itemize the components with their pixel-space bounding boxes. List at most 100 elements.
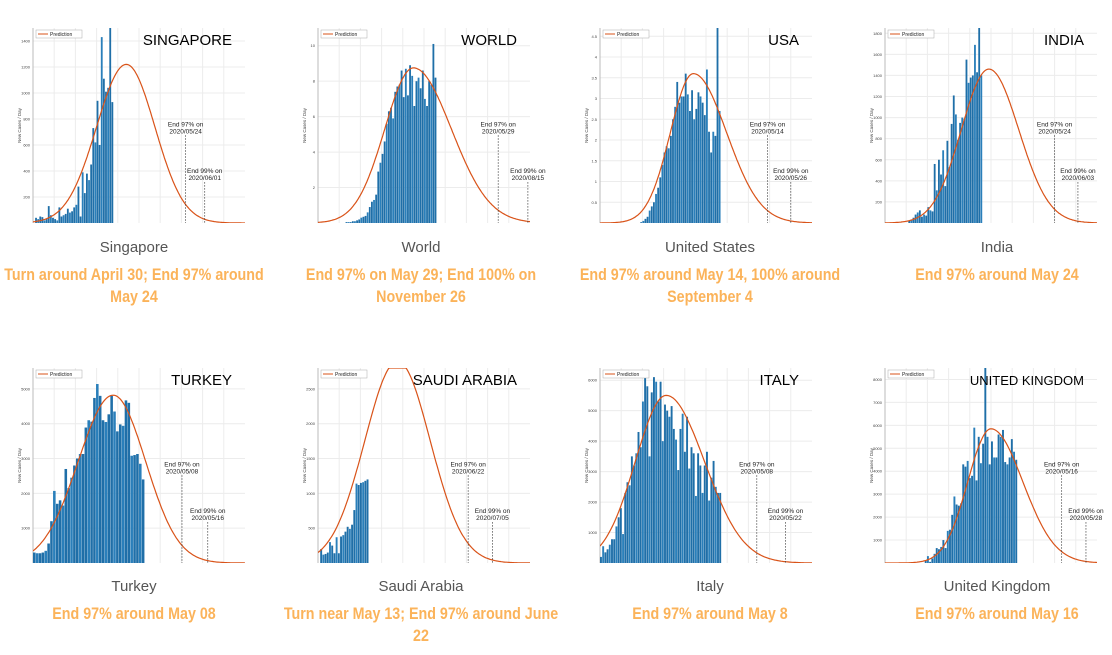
- y-tick-label: 1000: [588, 530, 598, 535]
- forecast-summary: End 97% around May 08: [52, 604, 216, 623]
- chart-united-kingdom: 1000 2000 3000 4000 5000 6000 7000 8000 New Case…: [869, 368, 1104, 563]
- bar: [606, 549, 609, 563]
- y-tick-label: 800: [875, 136, 882, 141]
- bar: [324, 553, 327, 563]
- bar: [366, 479, 369, 563]
- bar: [1013, 451, 1015, 563]
- bar: [1004, 462, 1007, 563]
- bar: [986, 436, 989, 563]
- bar: [967, 82, 970, 223]
- bar: [717, 492, 719, 563]
- bar: [47, 206, 50, 223]
- bar: [93, 397, 96, 563]
- bar: [965, 59, 968, 224]
- bar: [677, 470, 680, 563]
- bar: [650, 206, 653, 223]
- bar: [657, 187, 660, 223]
- bar: [672, 428, 675, 563]
- bar: [639, 447, 642, 563]
- chart-italy: 1000 2000 3000 4000 5000 6000 New Cases / Day E…: [584, 368, 812, 563]
- bar: [39, 216, 42, 223]
- legend-label: Prediction: [617, 32, 639, 38]
- bar: [64, 213, 67, 223]
- chart-caption: United States End 97% around May 14, 100%…: [560, 238, 860, 308]
- prediction-curve: [318, 67, 530, 223]
- y-tick-label: 2: [595, 138, 598, 143]
- y-tick-label: 4000: [588, 439, 598, 444]
- bar: [1006, 464, 1009, 563]
- bar: [90, 421, 93, 563]
- bar: [349, 222, 352, 223]
- chart-svg: 1000 2000 3000 4000 5000 6000 New Cases / Day E…: [584, 368, 812, 563]
- bar: [697, 92, 700, 224]
- bar: [64, 468, 68, 563]
- forecast-summary: End 97% around May 16: [915, 604, 1079, 623]
- bar: [642, 220, 645, 223]
- bar: [940, 174, 942, 223]
- bar: [935, 190, 938, 223]
- chart-caption: World End 97% on May 29; End 100% on Nove…: [271, 238, 571, 308]
- y-tick-label: 4000: [873, 469, 883, 474]
- bar: [655, 193, 657, 223]
- bar: [381, 153, 384, 223]
- bar: [683, 451, 686, 563]
- y-tick-label: 2000: [306, 421, 316, 426]
- bar: [921, 216, 923, 223]
- chart-svg: 1000 2000 3000 4000 5000 6000 7000 8000 New Case…: [869, 368, 1104, 563]
- y-tick-label: 2500: [306, 386, 316, 391]
- prediction-curve: [33, 394, 245, 563]
- bar: [962, 464, 965, 563]
- bar: [971, 475, 974, 563]
- bar: [356, 220, 358, 223]
- y-tick-label: 5000: [588, 408, 598, 413]
- bar: [691, 90, 693, 223]
- end-marker-date: 2020/07/05: [476, 515, 509, 522]
- bar: [402, 97, 405, 223]
- forecast-summary: End 97% around May 8: [632, 604, 788, 623]
- bar: [407, 95, 409, 223]
- y-tick-label: 1400: [21, 39, 31, 44]
- bar: [682, 96, 685, 223]
- bar: [139, 463, 142, 563]
- bar: [111, 102, 114, 223]
- bar: [973, 427, 976, 563]
- y-axis-label: New Cases / Day: [17, 447, 22, 483]
- y-tick-label: 400: [23, 169, 30, 174]
- bar: [712, 460, 715, 563]
- bar: [348, 528, 351, 563]
- bar: [354, 221, 356, 223]
- y-tick-label: 1600: [873, 52, 883, 57]
- y-tick-label: 2000: [21, 491, 31, 496]
- bar: [657, 401, 660, 563]
- bar: [43, 220, 46, 223]
- bar: [982, 443, 985, 563]
- bar: [710, 152, 713, 223]
- country-name: Turkey: [111, 578, 157, 595]
- bar: [689, 110, 691, 223]
- y-axis-label: New Cases / Day: [302, 107, 307, 143]
- y-tick-label: 1: [595, 179, 598, 184]
- bar: [975, 480, 978, 563]
- end-marker-date: 2020/05/08: [741, 468, 774, 475]
- prediction-curve: [600, 72, 812, 223]
- bar: [611, 539, 613, 563]
- legend-box: [602, 369, 650, 379]
- bar: [102, 78, 105, 223]
- bar: [404, 68, 407, 223]
- bar: [340, 536, 342, 563]
- bar: [676, 81, 679, 223]
- bar: [668, 416, 671, 563]
- bar: [83, 193, 86, 223]
- bar: [66, 208, 69, 223]
- bar: [133, 455, 136, 563]
- bar: [320, 549, 323, 563]
- bar: [641, 401, 644, 563]
- y-tick-label: 3: [595, 96, 598, 101]
- y-tick-label: 2000: [873, 515, 883, 520]
- chart-svg: 0.5 1 1.5 2 2.5 3 3.5 4 4.5 New Cases / Day End 97…: [584, 28, 812, 224]
- y-axis-label: New Cases / Day: [302, 447, 307, 483]
- bar: [355, 483, 358, 563]
- chart-caption: Saudi Arabia Turn near May 13; End 97% ar…: [271, 577, 571, 647]
- bar: [667, 148, 670, 223]
- bar: [646, 386, 649, 563]
